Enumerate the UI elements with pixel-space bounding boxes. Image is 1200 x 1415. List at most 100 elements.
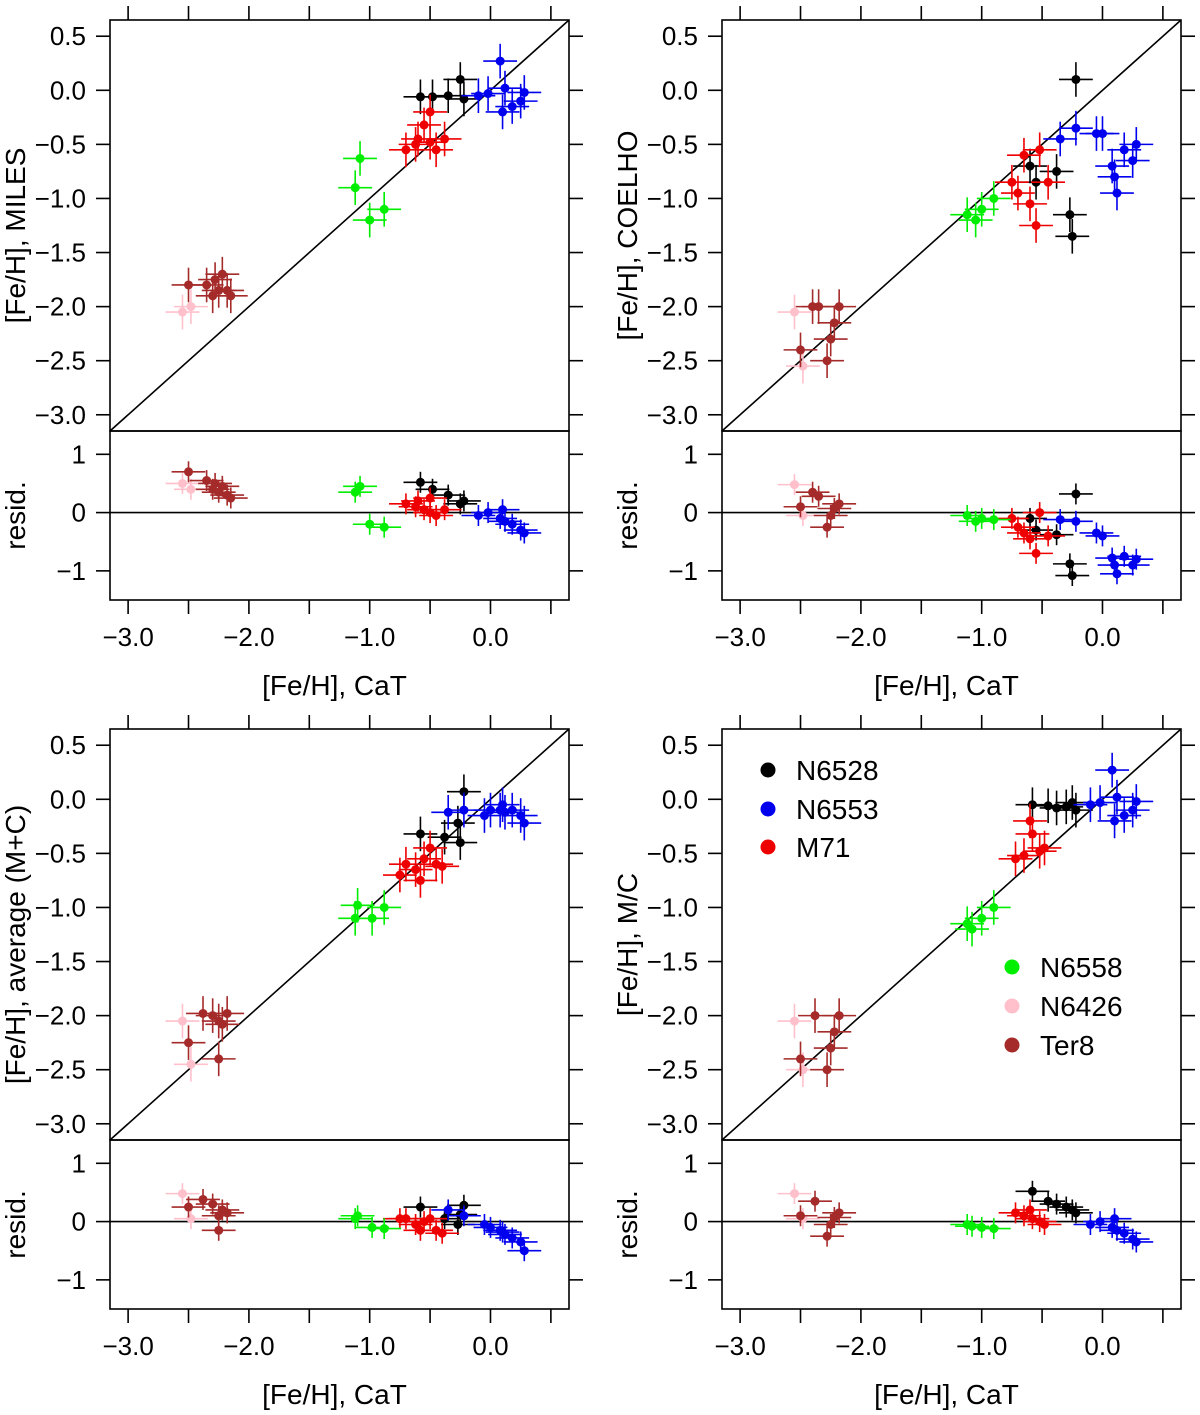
y-tick-label: −3.0 [35,1109,86,1139]
resid-point-Ter8 [198,1194,208,1204]
point-N6553 [1110,816,1120,826]
point-Ter8 [834,1011,844,1021]
resid-point-N6558 [355,481,365,491]
resid-point-Ter8 [834,499,844,509]
y-tick-label: −3.0 [647,1109,698,1139]
resid-point-Ter8 [822,1231,832,1241]
resid-frame [721,430,1182,601]
point-M71 [1019,851,1029,861]
point-N6553 [1085,800,1095,810]
resid-tick-label: −1 [56,1265,86,1295]
point-Ter8 [826,334,836,344]
point-N6528 [1065,210,1075,220]
resid-point-M71 [1035,508,1045,518]
resid-point-N6558 [977,1222,987,1232]
point-N6553 [1112,792,1122,802]
resid-point-N6553 [1119,1228,1129,1238]
point-Ter8 [826,1043,836,1053]
point-Ter8 [217,269,227,279]
legend-group-1: N6528 N6553 M71 [760,755,879,863]
legend-label-N6426: N6426 [1040,991,1123,1022]
resid-point-N6553 [1110,1214,1120,1224]
resid-point-Ter8 [810,1196,820,1206]
y-tick-label: 0.0 [662,75,698,105]
point-M71 [1007,177,1017,187]
panel-4: −3.0 −2.0 −1.0 0.0 [Fe/H], CaT 0.5 0.0 −0.5 −1.0… [612,715,1195,1410]
resid-axis-label: resid. [612,481,643,549]
point-Ter8 [210,275,220,285]
resid-point-Ter8 [822,522,832,532]
resid-point-N6553 [507,1233,517,1243]
y-tick-label: −3.0 [35,400,86,430]
y-tick-label: −1.0 [647,892,698,922]
point-Ter8 [814,302,824,312]
y-axis-label: [Fe/H], average (M+C) [0,805,31,1084]
resid-tick-label: 1 [684,1148,698,1178]
point-N6558 [379,902,389,912]
legend-label-N6553: N6553 [796,794,879,825]
y-axis-label: [Fe/H], MILES [0,148,31,324]
y-tick-label: −0.5 [35,129,86,159]
resid-point-N6528 [415,477,425,487]
x-axis-label: [Fe/H], CaT [262,1379,407,1410]
main-points [165,774,542,1082]
point-Ter8 [796,345,806,355]
point-N6553 [483,89,493,99]
resid-point-Ter8 [796,1211,806,1221]
point-N6426 [177,307,187,317]
resid-point-N6558 [989,515,999,525]
point-N6553 [443,807,453,817]
point-N6553 [1112,188,1122,198]
resid-point-Ter8 [826,511,836,520]
point-M71 [401,145,411,155]
x-tick-label: −2.0 [223,622,274,652]
point-M71 [1031,221,1041,230]
point-N6558 [962,210,972,220]
resid-tick-label: −1 [668,1265,698,1295]
point-N6558 [967,924,977,934]
point-N6528 [453,818,463,828]
point-N6558 [355,153,365,163]
point-N6426 [789,1016,799,1026]
legend-label-N6528: N6528 [796,755,879,786]
panel-2: −3.0 −2.0 −1.0 0.0 [Fe/H], CaT 0.5 0.0 −0.5 −1.0… [612,6,1195,701]
resid-point-N6558 [967,1221,977,1231]
x-tick-label: −3.0 [714,622,765,652]
resid-point-M71 [1025,1205,1035,1215]
point-N6558 [379,204,389,214]
y-tick-label: −1.5 [647,238,698,268]
resid-point-N6558 [379,1224,389,1234]
x-tick-label: −2.0 [835,1331,886,1361]
legend-marker-Ter8 [1004,1037,1020,1053]
resid-point-N6553 [519,1246,529,1256]
resid-point-M71 [425,493,435,503]
point-Ter8 [796,1054,806,1064]
point-M71 [411,865,421,875]
resid-axis-label: resid. [0,481,31,549]
x-tick-label: 0.0 [472,622,508,652]
resid-point-Ter8 [214,1211,224,1221]
resid-point-N6553 [507,519,517,529]
y-tick-label: −2.5 [647,1055,698,1085]
x-tick-label: −3.0 [714,1331,765,1361]
resid-tick-label: −1 [56,556,86,586]
point-N6553 [1095,798,1105,808]
y-tick-label: 0.5 [50,21,86,51]
identity-line [722,20,1181,431]
point-Ter8 [226,291,236,301]
point-Ter8 [829,318,839,328]
resid-point-N6553 [498,505,508,515]
point-N6553 [473,91,483,101]
resid-point-N6558 [989,1224,999,1234]
point-N6528 [1067,231,1077,241]
legend-marker-N6528 [760,762,776,778]
resid-point-N6528 [415,1202,425,1212]
resid-tick-label: 1 [72,439,86,469]
point-M71 [1025,816,1035,826]
point-M71 [419,854,429,864]
resid-point-N6553 [500,1229,510,1239]
resid-point-Ter8 [208,1199,218,1209]
resid-point-N6528 [1067,571,1077,581]
point-N6553 [519,818,529,828]
